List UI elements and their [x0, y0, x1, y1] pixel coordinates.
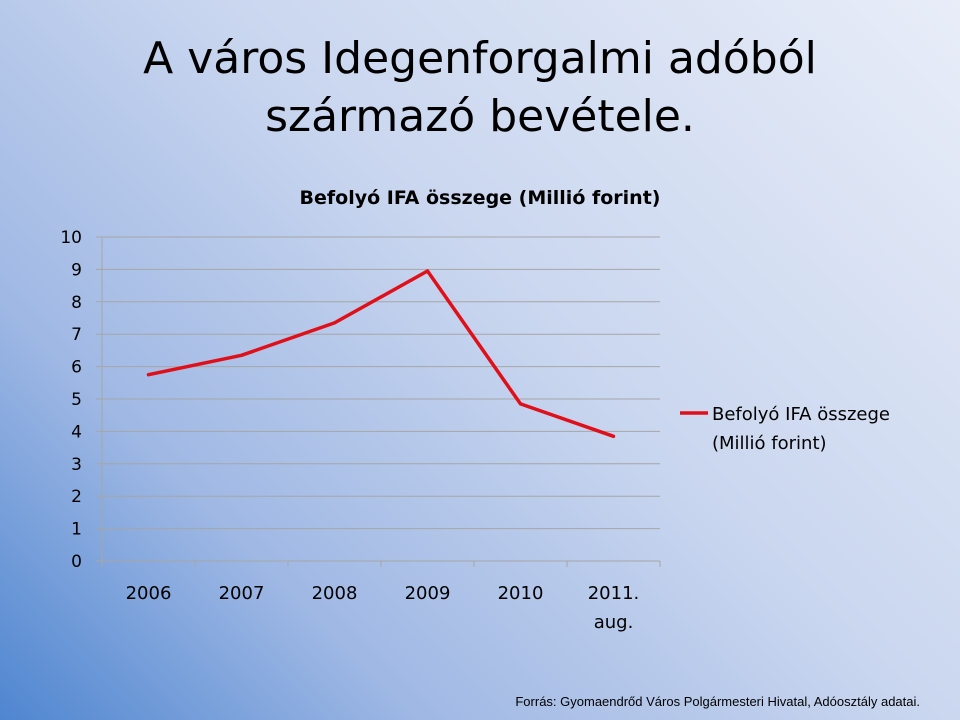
x-tick-label: 2011. aug. — [588, 583, 640, 633]
data-point — [240, 353, 243, 357]
data-point — [426, 269, 429, 273]
source-note: Forrás: Gyomaendrőd Város Polgármesteri … — [515, 694, 920, 709]
data-point — [519, 402, 522, 406]
legend: Befolyó IFA összege (Millió forint) — [680, 404, 890, 454]
data-point — [147, 373, 150, 377]
y-tick-label: 2 — [71, 487, 82, 507]
x-tick-label: 2006 — [126, 583, 172, 604]
data-point — [333, 321, 336, 325]
y-tick-label: 6 — [71, 358, 82, 378]
y-tick-label: 1 — [71, 520, 82, 540]
y-tick-label: 0 — [71, 552, 82, 572]
y-tick-label: 5 — [71, 390, 82, 410]
chart-title: Befolyó IFA összege (Millió forint) — [300, 187, 661, 209]
x-tick-label: 2007 — [219, 583, 265, 604]
y-tick-label: 7 — [71, 325, 82, 345]
slide-title-line-2: származó bevétele. — [265, 91, 695, 142]
gridlines — [102, 236, 660, 562]
series-line — [146, 269, 616, 439]
series-lines — [146, 269, 616, 439]
y-tick-labels: 0 1 2 3 4 5 6 7 8 9 10 — [60, 228, 82, 572]
axes — [96, 236, 661, 567]
y-tick-label: 4 — [71, 422, 82, 442]
x-tick-label: 2010 — [498, 583, 544, 604]
data-point — [612, 434, 615, 438]
y-tick-label: 3 — [71, 455, 82, 475]
x-tick-label: 2009 — [405, 583, 451, 604]
y-tick-label: 10 — [60, 228, 82, 248]
y-tick-label: 9 — [71, 260, 82, 280]
y-tick-label: 8 — [71, 293, 82, 313]
legend-label: Befolyó IFA összege (Millió forint) — [712, 404, 890, 454]
x-tick-labels: 2006 2007 2008 2009 2010 2011. aug. — [126, 583, 640, 633]
slide-title: A város Idegenforgalmi adóból származó b… — [0, 30, 960, 146]
x-tick-label: 2008 — [312, 583, 358, 604]
slide-title-line-1: A város Idegenforgalmi adóból — [143, 33, 817, 84]
